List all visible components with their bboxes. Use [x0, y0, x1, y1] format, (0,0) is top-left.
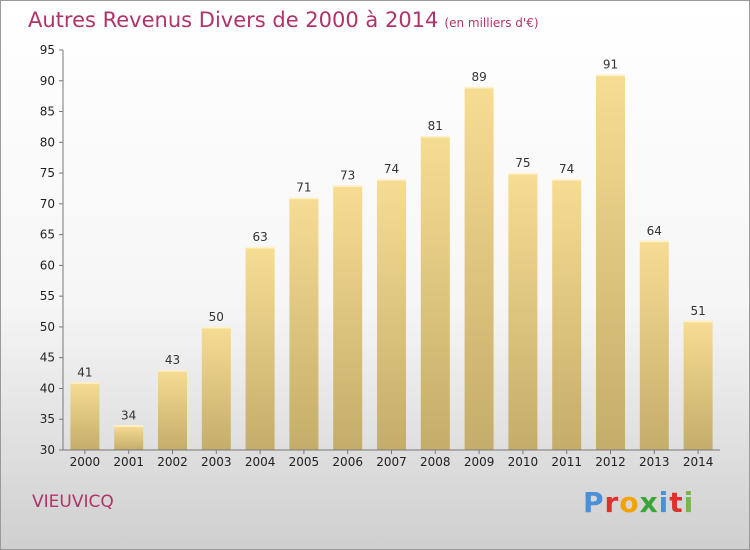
bar-highlight: [508, 173, 538, 175]
bar-2009: [464, 86, 494, 450]
bar-value-label: 91: [603, 58, 618, 72]
x-tick-label: 2007: [376, 455, 407, 469]
y-tick-label: 90: [40, 74, 55, 88]
bar-value-label: 71: [296, 181, 311, 195]
bar-2007: [377, 179, 406, 450]
bar-2000: [70, 382, 100, 450]
bar-value-label: 51: [690, 304, 705, 318]
bar-2002: [158, 370, 187, 450]
y-tick-label: 85: [40, 105, 55, 119]
x-tick-label: 2003: [201, 455, 232, 469]
y-tick-label: 35: [40, 412, 55, 426]
x-tick-label: 2004: [245, 455, 276, 469]
logo-letter: t: [669, 486, 684, 519]
bar-value-label: 74: [384, 162, 399, 176]
y-tick-label: 95: [40, 43, 55, 57]
bar-2014: [683, 320, 713, 450]
x-tick-label: 2005: [289, 455, 320, 469]
bar-highlight: [420, 136, 450, 138]
y-tick-label: 30: [40, 443, 55, 457]
bar-2003: [201, 326, 231, 450]
x-tick-label: 2001: [113, 455, 144, 469]
bar-2013: [639, 240, 669, 450]
bar-value-label: 41: [77, 365, 92, 379]
logo-letter: P: [583, 486, 605, 519]
logo-letter: r: [604, 486, 620, 519]
bar-highlight: [114, 425, 144, 427]
bar-highlight: [683, 320, 713, 323]
bar-highlight: [596, 74, 625, 77]
y-tick-label: 45: [40, 351, 55, 365]
y-tick-label: 65: [40, 228, 55, 242]
bar-value-label: 75: [515, 156, 530, 170]
bar-value-label: 43: [165, 353, 180, 367]
bar-value-label: 89: [471, 70, 486, 84]
bar-value-label: 50: [209, 310, 224, 324]
bar-highlight: [639, 240, 669, 243]
bar-highlight: [377, 179, 406, 181]
bar-2004: [245, 246, 275, 450]
bar-2012: [596, 74, 625, 450]
bar-value-label: 81: [428, 119, 443, 133]
bar-value-label: 34: [121, 408, 136, 422]
bar-highlight: [245, 246, 275, 249]
y-tick-label: 80: [40, 135, 55, 149]
bar-2008: [420, 136, 450, 450]
y-tick-label: 40: [40, 381, 55, 395]
bar-value-label: 74: [559, 162, 574, 176]
bar-highlight: [333, 185, 363, 187]
logo-letter: i: [683, 486, 695, 519]
x-tick-label: 2013: [639, 455, 670, 469]
bar-value-label: 63: [252, 230, 267, 244]
y-tick-label: 55: [40, 289, 55, 303]
x-tick-label: 2006: [332, 455, 363, 469]
x-tick-label: 2011: [551, 455, 582, 469]
bar-2005: [289, 197, 319, 450]
y-tick-label: 50: [40, 320, 55, 334]
chart-title: Autres Revenus Divers de 2000 à 2014 (en …: [28, 8, 539, 32]
bar-2011: [552, 179, 582, 450]
y-tick-label: 70: [40, 197, 55, 211]
x-tick-label: 2014: [683, 455, 714, 469]
proxiti-logo[interactable]: Proxiti: [583, 486, 694, 519]
bar-highlight: [464, 86, 494, 89]
x-tick-label: 2008: [420, 455, 451, 469]
bar-value-label: 73: [340, 168, 355, 182]
bar-2006: [333, 185, 363, 450]
bar-2010: [508, 173, 538, 451]
x-tick-label: 2000: [70, 455, 101, 469]
bar-value-label: 64: [647, 224, 662, 238]
bar-highlight: [289, 197, 319, 200]
x-tick-label: 2002: [157, 455, 188, 469]
logo-letter: x: [639, 486, 659, 519]
bar-highlight: [158, 370, 187, 372]
y-tick-label: 75: [40, 166, 55, 180]
x-tick-label: 2010: [508, 455, 539, 469]
bar-highlight: [552, 179, 582, 181]
logo-letter: o: [619, 486, 640, 519]
bar-2001: [114, 425, 144, 450]
bar-highlight: [201, 326, 231, 329]
chart-title-text: Autres Revenus Divers de 2000 à 2014: [28, 8, 439, 32]
y-tick-label: 60: [40, 258, 55, 272]
x-tick-label: 2012: [595, 455, 626, 469]
logo-letter: i: [658, 486, 670, 519]
bar-highlight: [70, 382, 100, 384]
chart-unit: (en milliers d'€): [444, 16, 539, 30]
x-tick-label: 2009: [464, 455, 495, 469]
commune-name: VIEUVICQ: [32, 492, 114, 512]
